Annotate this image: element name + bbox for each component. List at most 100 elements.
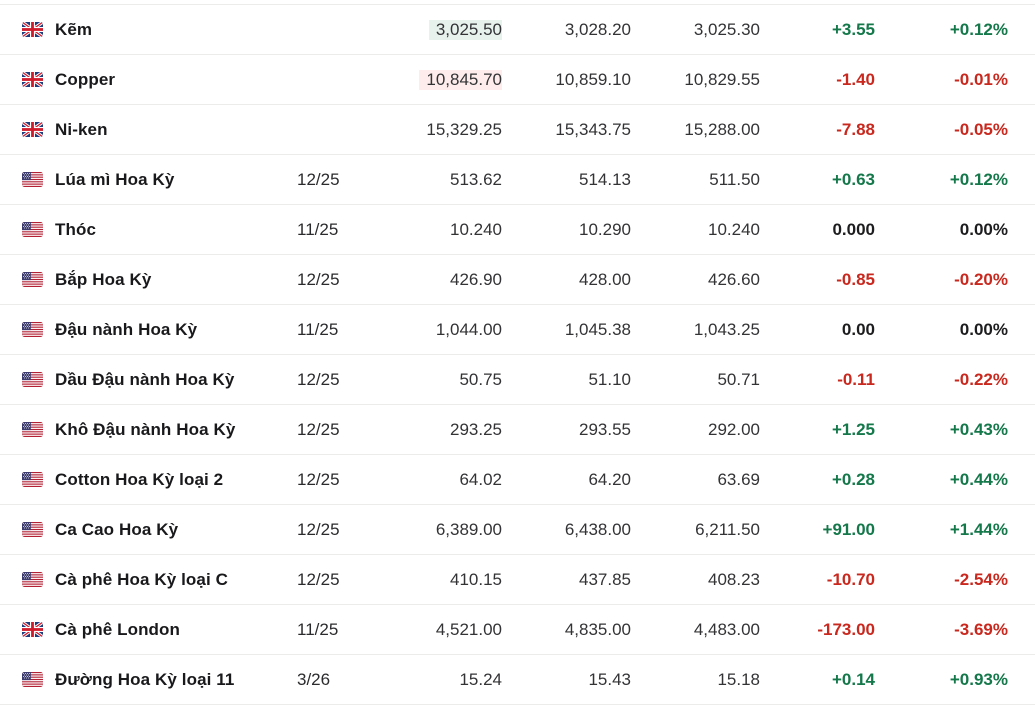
commodity-name-link[interactable]: Thóc — [55, 219, 97, 239]
high-price: 428.00 — [579, 269, 631, 289]
us-flag-icon — [22, 422, 43, 437]
table-row[interactable]: Cà phê Hoa Kỳ loại C 12/25 410.15 437.85… — [0, 555, 1035, 605]
last-price-value: 293.25 — [450, 419, 502, 439]
high-price: 64.20 — [588, 469, 631, 489]
table-row[interactable]: Dầu Đậu nành Hoa Kỳ 12/25 50.75 51.10 50… — [0, 355, 1035, 405]
commodity-name-link[interactable]: Khô Đậu nành Hoa Kỳ — [55, 419, 236, 439]
us-flag-icon — [22, 672, 43, 687]
low-price: 4,483.00 — [693, 619, 760, 639]
low-price: 10.240 — [708, 219, 760, 239]
flag-cell — [0, 672, 55, 687]
change-value: +3.55 — [831, 19, 875, 39]
commodity-name-link[interactable]: Bắp Hoa Kỳ — [55, 269, 152, 289]
change-value: 0.000 — [832, 219, 875, 239]
last-price-value: 15.24 — [459, 669, 502, 689]
change-value: +0.14 — [831, 669, 875, 689]
contract-month: 11/25 — [297, 319, 339, 339]
low-price: 426.60 — [708, 269, 760, 289]
high-price: 15,343.75 — [555, 119, 631, 139]
flag-cell — [0, 522, 55, 537]
commodity-name-link[interactable]: Kẽm — [55, 19, 93, 39]
low-price: 50.71 — [717, 369, 760, 389]
last-price-value: 6,389.00 — [435, 519, 502, 539]
commodity-table-body: Kẽm 3,025.50 3,028.20 3,025.30 +3.55 +0.… — [0, 5, 1035, 705]
commodity-name-link[interactable]: Lúa mì Hoa Kỳ — [55, 169, 175, 189]
high-price: 4,835.00 — [564, 619, 631, 639]
contract-month: 12/25 — [297, 569, 340, 589]
last-price-cell: 1,044.00 — [367, 320, 502, 340]
us-flag-icon — [22, 372, 43, 387]
commodity-name-link[interactable]: Dầu Đậu nành Hoa Kỳ — [55, 369, 235, 389]
change-percent: -0.05% — [954, 119, 1008, 139]
commodity-name-link[interactable]: Ca Cao Hoa Kỳ — [55, 519, 179, 539]
last-price-value: 50.75 — [459, 369, 502, 389]
change-percent: +0.93% — [949, 669, 1008, 689]
us-flag-icon — [22, 522, 43, 537]
commodity-name-link[interactable]: Cà phê London — [55, 619, 181, 639]
change-percent: 0.00% — [959, 219, 1008, 239]
change-percent: -0.22% — [954, 369, 1008, 389]
low-price: 292.00 — [708, 419, 760, 439]
table-row[interactable]: Thóc 11/25 10.240 10.290 10.240 0.000 0.… — [0, 205, 1035, 255]
last-price-value: 410.15 — [450, 569, 502, 589]
change-percent: +0.12% — [949, 169, 1008, 189]
last-price-cell: 15.24 — [367, 670, 502, 690]
last-price-value: 10.240 — [450, 219, 502, 239]
contract-month: 12/25 — [297, 269, 340, 289]
table-row[interactable]: Khô Đậu nành Hoa Kỳ 12/25 293.25 293.55 … — [0, 405, 1035, 455]
table-row[interactable]: Cotton Hoa Kỳ loại 2 12/25 64.02 64.20 6… — [0, 455, 1035, 505]
flag-cell — [0, 22, 55, 37]
table-row[interactable]: Đường Hoa Kỳ loại 11 3/26 15.24 15.43 15… — [0, 655, 1035, 705]
change-value: +1.25 — [831, 419, 875, 439]
us-flag-icon — [22, 222, 43, 237]
table-row[interactable]: Kẽm 3,025.50 3,028.20 3,025.30 +3.55 +0.… — [0, 5, 1035, 55]
low-price: 15.18 — [717, 669, 760, 689]
change-percent: +0.12% — [949, 19, 1008, 39]
low-price: 10,829.55 — [684, 69, 760, 89]
last-price-value: 4,521.00 — [435, 619, 502, 639]
last-price-cell: 410.15 — [367, 570, 502, 590]
commodity-name-link[interactable]: Copper — [55, 69, 116, 89]
change-percent: -2.54% — [954, 569, 1008, 589]
table-row[interactable]: Đậu nành Hoa Kỳ 11/25 1,044.00 1,045.38 … — [0, 305, 1035, 355]
flag-cell — [0, 122, 55, 137]
low-price: 3,025.30 — [693, 19, 760, 39]
flag-cell — [0, 222, 55, 237]
uk-flag-icon — [22, 72, 43, 87]
high-price: 10,859.10 — [555, 69, 631, 89]
last-price-cell: 50.75 — [367, 370, 502, 390]
last-price-cell: 426.90 — [367, 270, 502, 290]
commodity-name-link[interactable]: Đậu nành Hoa Kỳ — [55, 319, 198, 339]
low-price: 1,043.25 — [693, 319, 760, 339]
last-price-cell: 10,845.70 — [367, 69, 502, 90]
table-row[interactable]: Bắp Hoa Kỳ 12/25 426.90 428.00 426.60 -0… — [0, 255, 1035, 305]
table-row[interactable]: Lúa mì Hoa Kỳ 12/25 513.62 514.13 511.50… — [0, 155, 1035, 205]
table-row[interactable]: Cà phê London 11/25 4,521.00 4,835.00 4,… — [0, 605, 1035, 655]
flag-cell — [0, 72, 55, 87]
change-value: -1.40 — [836, 69, 875, 89]
commodity-name-link[interactable]: Cà phê Hoa Kỳ loại C — [55, 569, 228, 589]
last-price-cell: 6,389.00 — [367, 520, 502, 540]
low-price: 511.50 — [709, 169, 760, 189]
flag-cell — [0, 572, 55, 587]
last-price-cell: 293.25 — [367, 420, 502, 440]
commodity-name-link[interactable]: Cotton Hoa Kỳ loại 2 — [55, 469, 224, 489]
commodity-name-link[interactable]: Ni-ken — [55, 119, 108, 139]
table-row[interactable]: Ca Cao Hoa Kỳ 12/25 6,389.00 6,438.00 6,… — [0, 505, 1035, 555]
commodity-name-link[interactable]: Đường Hoa Kỳ loại 11 — [55, 669, 235, 689]
high-price: 15.43 — [588, 669, 631, 689]
table-row[interactable]: Ni-ken 15,329.25 15,343.75 15,288.00 -7.… — [0, 105, 1035, 155]
flag-cell — [0, 322, 55, 337]
change-value: +91.00 — [822, 519, 875, 539]
table-row[interactable]: Copper 10,845.70 10,859.10 10,829.55 -1.… — [0, 55, 1035, 105]
change-value: 0.00 — [841, 319, 875, 339]
last-price-cell: 10.240 — [367, 220, 502, 240]
uk-flag-icon — [22, 622, 43, 637]
change-value: +0.28 — [831, 469, 875, 489]
flag-cell — [0, 172, 55, 187]
uk-flag-icon — [22, 22, 43, 37]
high-price: 437.85 — [579, 569, 631, 589]
us-flag-icon — [22, 322, 43, 337]
high-price: 514.13 — [579, 169, 631, 189]
change-value: -10.70 — [826, 569, 875, 589]
